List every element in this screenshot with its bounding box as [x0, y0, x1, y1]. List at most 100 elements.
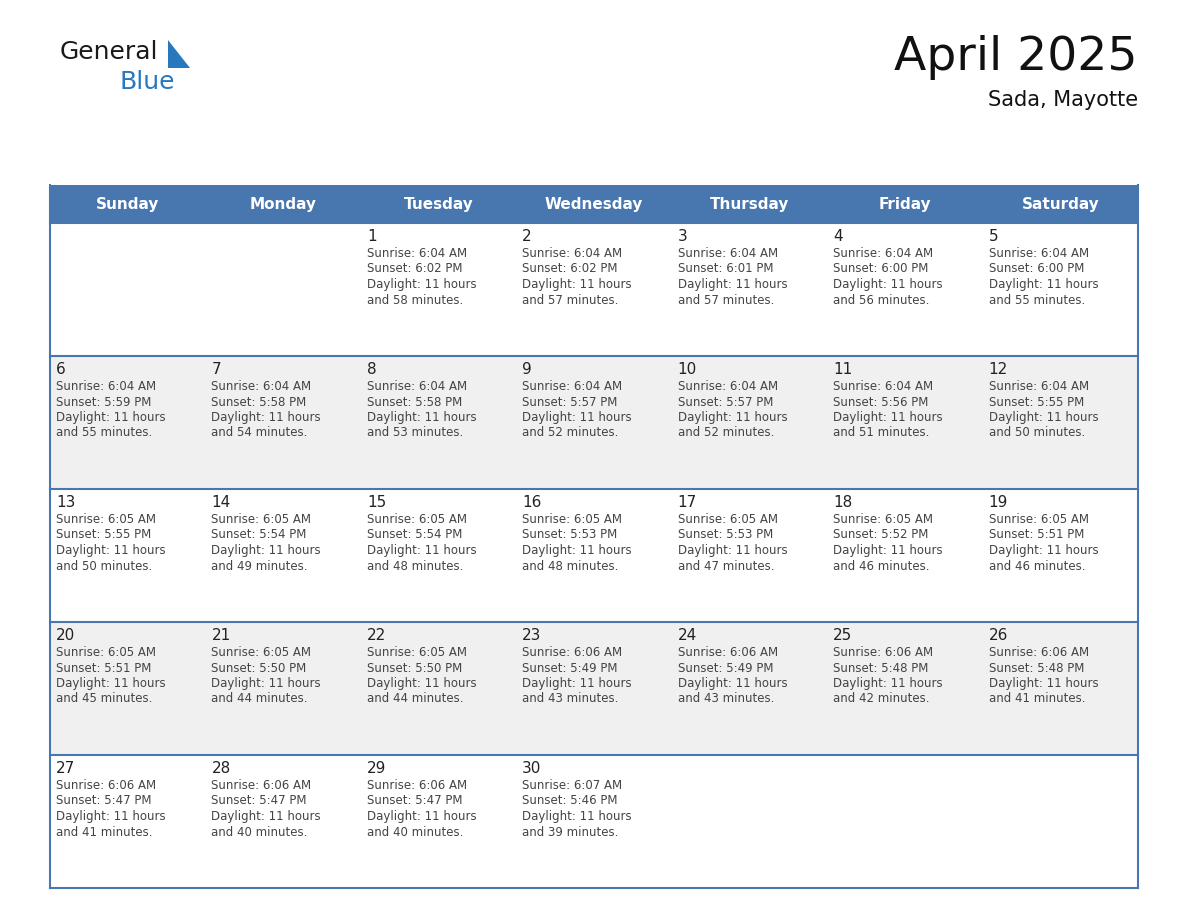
Text: Sunrise: 6:04 AM: Sunrise: 6:04 AM — [677, 380, 778, 393]
Text: Sunset: 5:47 PM: Sunset: 5:47 PM — [211, 794, 307, 808]
Text: Daylight: 11 hours: Daylight: 11 hours — [523, 544, 632, 557]
Text: and 45 minutes.: and 45 minutes. — [56, 692, 152, 706]
Text: Sunset: 5:46 PM: Sunset: 5:46 PM — [523, 794, 618, 808]
Text: and 54 minutes.: and 54 minutes. — [211, 427, 308, 440]
Text: Sunday: Sunday — [96, 196, 159, 211]
Text: Sunset: 6:00 PM: Sunset: 6:00 PM — [988, 263, 1083, 275]
Text: Daylight: 11 hours: Daylight: 11 hours — [988, 278, 1098, 291]
Text: Daylight: 11 hours: Daylight: 11 hours — [677, 411, 788, 424]
Text: Sunrise: 6:04 AM: Sunrise: 6:04 AM — [988, 247, 1088, 260]
Text: Daylight: 11 hours: Daylight: 11 hours — [56, 411, 165, 424]
Text: and 55 minutes.: and 55 minutes. — [988, 294, 1085, 307]
Text: Sunset: 5:58 PM: Sunset: 5:58 PM — [211, 396, 307, 409]
Text: Daylight: 11 hours: Daylight: 11 hours — [988, 677, 1098, 690]
Text: Daylight: 11 hours: Daylight: 11 hours — [677, 278, 788, 291]
Text: Sunrise: 6:04 AM: Sunrise: 6:04 AM — [833, 247, 934, 260]
Text: 3: 3 — [677, 229, 688, 244]
Text: 24: 24 — [677, 628, 697, 643]
Text: General: General — [61, 40, 158, 64]
Text: Sunrise: 6:06 AM: Sunrise: 6:06 AM — [211, 779, 311, 792]
Text: 13: 13 — [56, 495, 75, 510]
Text: 10: 10 — [677, 362, 697, 377]
Text: 1: 1 — [367, 229, 377, 244]
Text: 2: 2 — [523, 229, 532, 244]
Bar — [50, 489, 1138, 622]
Text: 15: 15 — [367, 495, 386, 510]
Text: Daylight: 11 hours: Daylight: 11 hours — [677, 544, 788, 557]
Text: Sunset: 6:02 PM: Sunset: 6:02 PM — [523, 263, 618, 275]
Text: and 50 minutes.: and 50 minutes. — [56, 559, 152, 573]
Text: Sunrise: 6:05 AM: Sunrise: 6:05 AM — [367, 646, 467, 659]
Text: and 53 minutes.: and 53 minutes. — [367, 427, 463, 440]
Text: and 42 minutes.: and 42 minutes. — [833, 692, 930, 706]
Text: Sunset: 5:50 PM: Sunset: 5:50 PM — [211, 662, 307, 675]
Text: Daylight: 11 hours: Daylight: 11 hours — [211, 810, 321, 823]
Text: Sunrise: 6:05 AM: Sunrise: 6:05 AM — [211, 646, 311, 659]
Text: Daylight: 11 hours: Daylight: 11 hours — [833, 544, 943, 557]
Text: Sunrise: 6:04 AM: Sunrise: 6:04 AM — [367, 247, 467, 260]
Bar — [50, 185, 1138, 223]
Text: Daylight: 11 hours: Daylight: 11 hours — [211, 677, 321, 690]
Text: Sunset: 5:54 PM: Sunset: 5:54 PM — [367, 529, 462, 542]
Text: and 50 minutes.: and 50 minutes. — [988, 427, 1085, 440]
Text: Blue: Blue — [120, 70, 176, 94]
Text: and 55 minutes.: and 55 minutes. — [56, 427, 152, 440]
Bar — [50, 356, 1138, 489]
Polygon shape — [168, 40, 190, 68]
Text: and 52 minutes.: and 52 minutes. — [677, 427, 775, 440]
Text: Tuesday: Tuesday — [404, 196, 474, 211]
Text: Daylight: 11 hours: Daylight: 11 hours — [523, 278, 632, 291]
Text: Sunrise: 6:06 AM: Sunrise: 6:06 AM — [677, 646, 778, 659]
Text: Sunset: 5:51 PM: Sunset: 5:51 PM — [988, 529, 1083, 542]
Text: 23: 23 — [523, 628, 542, 643]
Text: 28: 28 — [211, 761, 230, 776]
Text: April 2025: April 2025 — [895, 35, 1138, 80]
Text: Sunset: 5:55 PM: Sunset: 5:55 PM — [988, 396, 1083, 409]
Text: Sunset: 5:50 PM: Sunset: 5:50 PM — [367, 662, 462, 675]
Text: 27: 27 — [56, 761, 75, 776]
Text: Sunrise: 6:04 AM: Sunrise: 6:04 AM — [367, 380, 467, 393]
Text: Daylight: 11 hours: Daylight: 11 hours — [56, 810, 165, 823]
Text: Sunset: 5:48 PM: Sunset: 5:48 PM — [833, 662, 929, 675]
Text: Daylight: 11 hours: Daylight: 11 hours — [523, 411, 632, 424]
Text: 18: 18 — [833, 495, 853, 510]
Text: and 47 minutes.: and 47 minutes. — [677, 559, 775, 573]
Text: Daylight: 11 hours: Daylight: 11 hours — [367, 544, 476, 557]
Text: Sunset: 5:54 PM: Sunset: 5:54 PM — [211, 529, 307, 542]
Text: Sunrise: 6:05 AM: Sunrise: 6:05 AM — [833, 513, 933, 526]
Text: Sunset: 5:47 PM: Sunset: 5:47 PM — [367, 794, 462, 808]
Bar — [50, 755, 1138, 888]
Bar — [50, 223, 1138, 356]
Text: Sunrise: 6:06 AM: Sunrise: 6:06 AM — [367, 779, 467, 792]
Text: and 56 minutes.: and 56 minutes. — [833, 294, 929, 307]
Text: Sunrise: 6:05 AM: Sunrise: 6:05 AM — [56, 646, 156, 659]
Text: Daylight: 11 hours: Daylight: 11 hours — [56, 677, 165, 690]
Text: Daylight: 11 hours: Daylight: 11 hours — [523, 677, 632, 690]
Text: and 41 minutes.: and 41 minutes. — [988, 692, 1085, 706]
Text: and 58 minutes.: and 58 minutes. — [367, 294, 463, 307]
Text: Sunset: 6:00 PM: Sunset: 6:00 PM — [833, 263, 929, 275]
Text: and 39 minutes.: and 39 minutes. — [523, 825, 619, 838]
Text: 12: 12 — [988, 362, 1007, 377]
Text: and 43 minutes.: and 43 minutes. — [677, 692, 775, 706]
Text: 11: 11 — [833, 362, 853, 377]
Text: 4: 4 — [833, 229, 842, 244]
Text: Saturday: Saturday — [1022, 196, 1099, 211]
Text: 9: 9 — [523, 362, 532, 377]
Text: Sunrise: 6:05 AM: Sunrise: 6:05 AM — [988, 513, 1088, 526]
Text: Daylight: 11 hours: Daylight: 11 hours — [367, 278, 476, 291]
Text: Sunset: 5:49 PM: Sunset: 5:49 PM — [523, 662, 618, 675]
Text: 26: 26 — [988, 628, 1007, 643]
Text: Sunrise: 6:04 AM: Sunrise: 6:04 AM — [677, 247, 778, 260]
Text: Sunrise: 6:06 AM: Sunrise: 6:06 AM — [988, 646, 1088, 659]
Text: Sunrise: 6:05 AM: Sunrise: 6:05 AM — [523, 513, 623, 526]
Text: 29: 29 — [367, 761, 386, 776]
Text: Sunset: 5:55 PM: Sunset: 5:55 PM — [56, 529, 151, 542]
Text: and 44 minutes.: and 44 minutes. — [211, 692, 308, 706]
Text: Sunrise: 6:05 AM: Sunrise: 6:05 AM — [367, 513, 467, 526]
Text: Sunrise: 6:04 AM: Sunrise: 6:04 AM — [211, 380, 311, 393]
Text: Sunset: 5:47 PM: Sunset: 5:47 PM — [56, 794, 152, 808]
Text: Daylight: 11 hours: Daylight: 11 hours — [523, 810, 632, 823]
Text: Sunrise: 6:06 AM: Sunrise: 6:06 AM — [56, 779, 156, 792]
Text: Daylight: 11 hours: Daylight: 11 hours — [833, 677, 943, 690]
